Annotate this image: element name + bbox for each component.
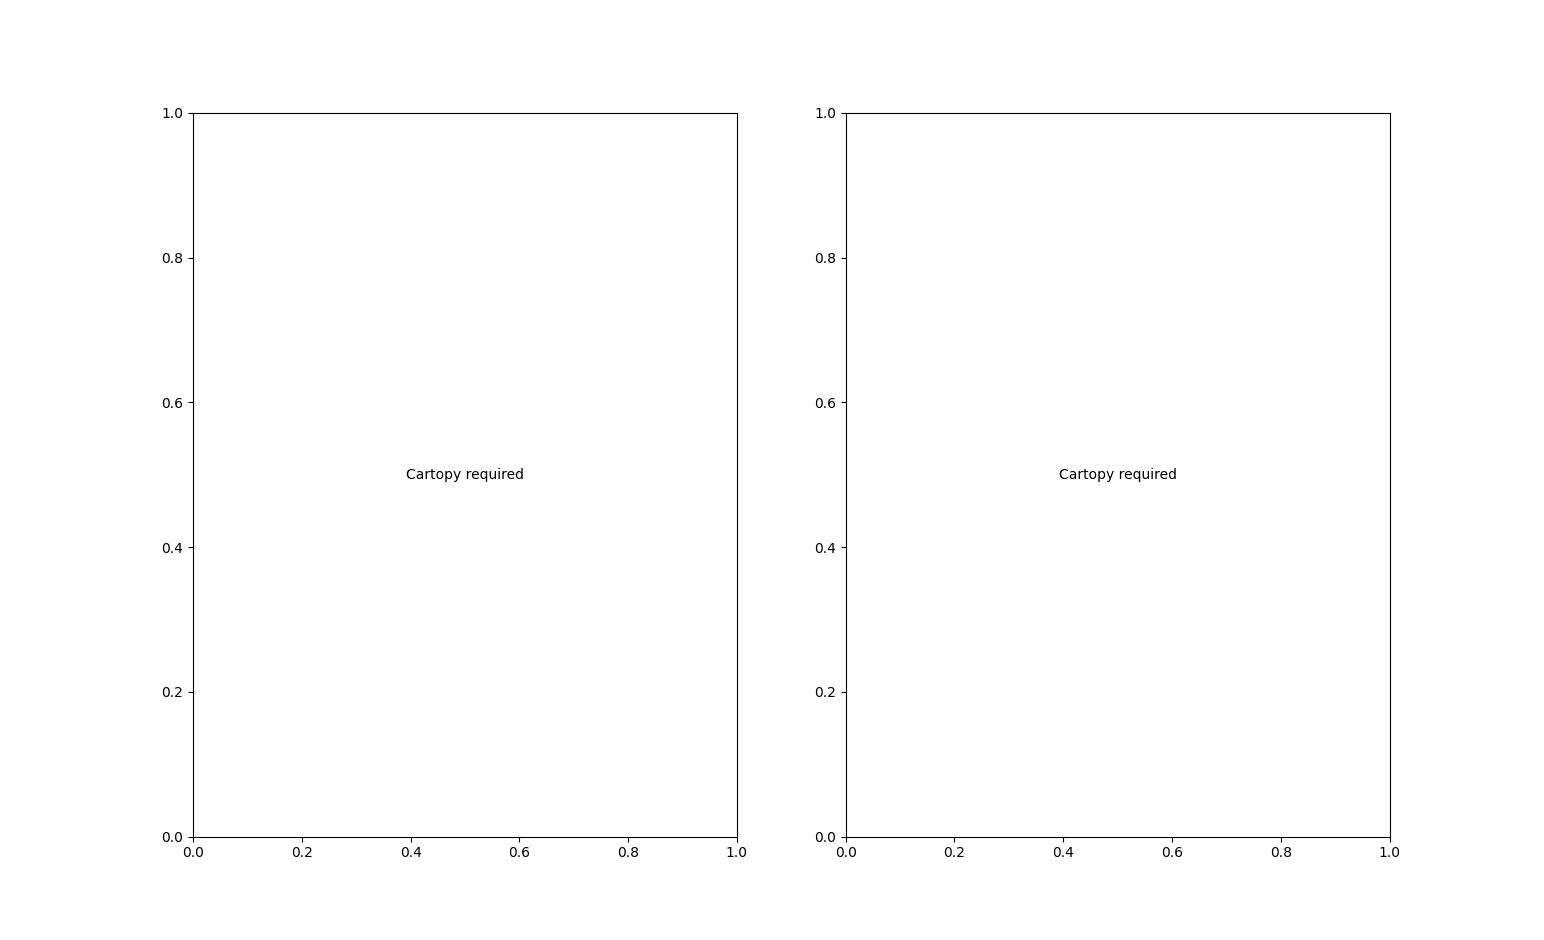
Text: Cartopy required: Cartopy required [406, 468, 523, 481]
Text: Cartopy required: Cartopy required [1059, 468, 1177, 481]
